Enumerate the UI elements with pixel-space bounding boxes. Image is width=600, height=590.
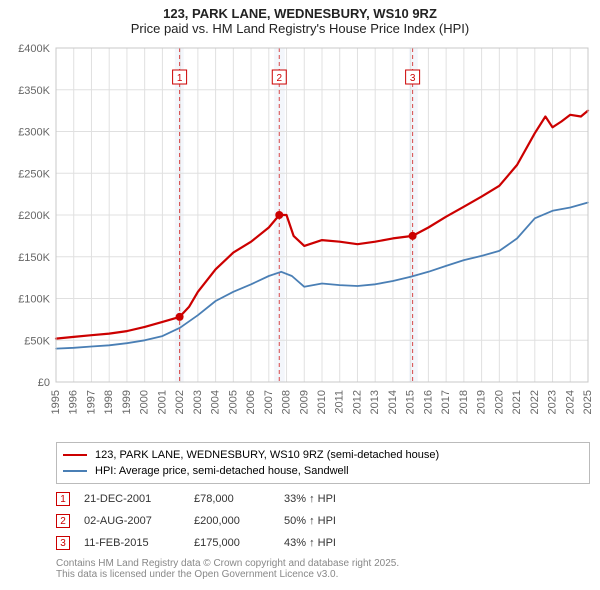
marker-row-box: 2	[56, 514, 70, 528]
x-tick-label: 2006	[245, 390, 257, 414]
y-tick-label: £150K	[18, 252, 50, 264]
y-tick-label: £0	[38, 377, 50, 389]
x-tick-label: 1998	[103, 390, 115, 414]
marker-row-price: £175,000	[194, 537, 284, 549]
legend-row: 123, PARK LANE, WEDNESBURY, WS10 9RZ (se…	[63, 447, 583, 463]
y-tick-label: £50K	[24, 335, 50, 347]
x-tick-label: 2001	[156, 390, 168, 414]
x-tick-label: 2015	[405, 390, 417, 414]
title-address: 123, PARK LANE, WEDNESBURY, WS10 9RZ	[8, 6, 592, 21]
x-tick-label: 2013	[369, 390, 381, 414]
legend-label: HPI: Average price, semi-detached house,…	[95, 465, 349, 477]
x-tick-label: 2007	[263, 390, 275, 414]
x-tick-label: 2005	[227, 390, 239, 414]
x-tick-label: 1997	[85, 390, 97, 414]
marker-row-delta: 33% ↑ HPI	[284, 493, 374, 505]
marker-flag: 3	[410, 73, 416, 84]
x-tick-label: 2003	[192, 390, 204, 414]
chart: £0 £50K £100K £150K £200K £250K £300K £350K £400…	[0, 38, 600, 438]
footer-line1: Contains HM Land Registry data © Crown c…	[56, 558, 590, 569]
footer: Contains HM Land Registry data © Crown c…	[56, 558, 590, 580]
y-tick-label: £400K	[18, 43, 50, 55]
x-tick-label: 2025	[582, 390, 594, 414]
marker-row-delta: 43% ↑ HPI	[284, 537, 374, 549]
chart-svg: £0 £50K £100K £150K £200K £250K £300K £350K £400…	[0, 38, 600, 438]
legend-swatch	[63, 470, 87, 472]
marker-dot	[176, 313, 184, 321]
legend-swatch	[63, 454, 87, 456]
x-tick-label: 2016	[422, 390, 434, 414]
y-tick-label: £200K	[18, 210, 50, 222]
marker-row-price: £200,000	[194, 515, 284, 527]
x-tick-label: 2002	[174, 390, 186, 414]
title-subtitle: Price paid vs. HM Land Registry's House …	[8, 21, 592, 36]
x-tick-label: 2000	[139, 390, 151, 414]
marker-row: 1 21-DEC-2001£78,00033% ↑ HPI	[56, 488, 590, 510]
marker-row-price: £78,000	[194, 493, 284, 505]
x-tick-label: 2018	[458, 390, 470, 414]
marker-row-box: 3	[56, 536, 70, 550]
x-tick-label: 2022	[529, 390, 541, 414]
x-tick-label: 2017	[440, 390, 452, 414]
marker-dot	[409, 232, 417, 240]
x-tick-label: 1995	[50, 390, 62, 414]
x-tick-label: 2014	[387, 390, 399, 414]
marker-table: 1 21-DEC-2001£78,00033% ↑ HPI 2 02-AUG-2007…	[56, 488, 590, 554]
chart-container: 123, PARK LANE, WEDNESBURY, WS10 9RZ Pri…	[0, 0, 600, 580]
marker-flag: 2	[276, 73, 282, 84]
legend: 123, PARK LANE, WEDNESBURY, WS10 9RZ (se…	[56, 442, 590, 484]
marker-row: 3 11-FEB-2015£175,00043% ↑ HPI	[56, 532, 590, 554]
x-tick-label: 2008	[281, 390, 293, 414]
x-tick-label: 2023	[547, 390, 559, 414]
marker-row-date: 02-AUG-2007	[84, 515, 194, 527]
marker-flag: 1	[177, 73, 183, 84]
x-tick-label: 2009	[298, 390, 310, 414]
marker-row: 2 02-AUG-2007£200,00050% ↑ HPI	[56, 510, 590, 532]
x-tick-label: 2019	[476, 390, 488, 414]
y-tick-label: £250K	[18, 168, 50, 180]
x-tick-label: 2012	[351, 390, 363, 414]
legend-row: HPI: Average price, semi-detached house,…	[63, 463, 583, 479]
titles: 123, PARK LANE, WEDNESBURY, WS10 9RZ Pri…	[0, 0, 600, 38]
marker-row-box: 1	[56, 492, 70, 506]
x-tick-label: 2024	[564, 390, 576, 414]
marker-dot	[275, 211, 283, 219]
marker-row-date: 21-DEC-2001	[84, 493, 194, 505]
x-tick-label: 2010	[316, 390, 328, 414]
x-tick-label: 2004	[210, 390, 222, 414]
marker-row-delta: 50% ↑ HPI	[284, 515, 374, 527]
footer-line2: This data is licensed under the Open Gov…	[56, 569, 590, 580]
legend-label: 123, PARK LANE, WEDNESBURY, WS10 9RZ (se…	[95, 449, 439, 461]
x-tick-label: 1996	[68, 390, 80, 414]
y-tick-label: £100K	[18, 294, 50, 306]
x-tick-label: 1999	[121, 390, 133, 414]
x-tick-label: 2021	[511, 390, 523, 414]
marker-row-date: 11-FEB-2015	[84, 537, 194, 549]
x-tick-label: 2011	[334, 390, 346, 414]
y-tick-label: £300K	[18, 127, 50, 139]
y-tick-label: £350K	[18, 85, 50, 97]
x-tick-label: 2020	[493, 390, 505, 414]
